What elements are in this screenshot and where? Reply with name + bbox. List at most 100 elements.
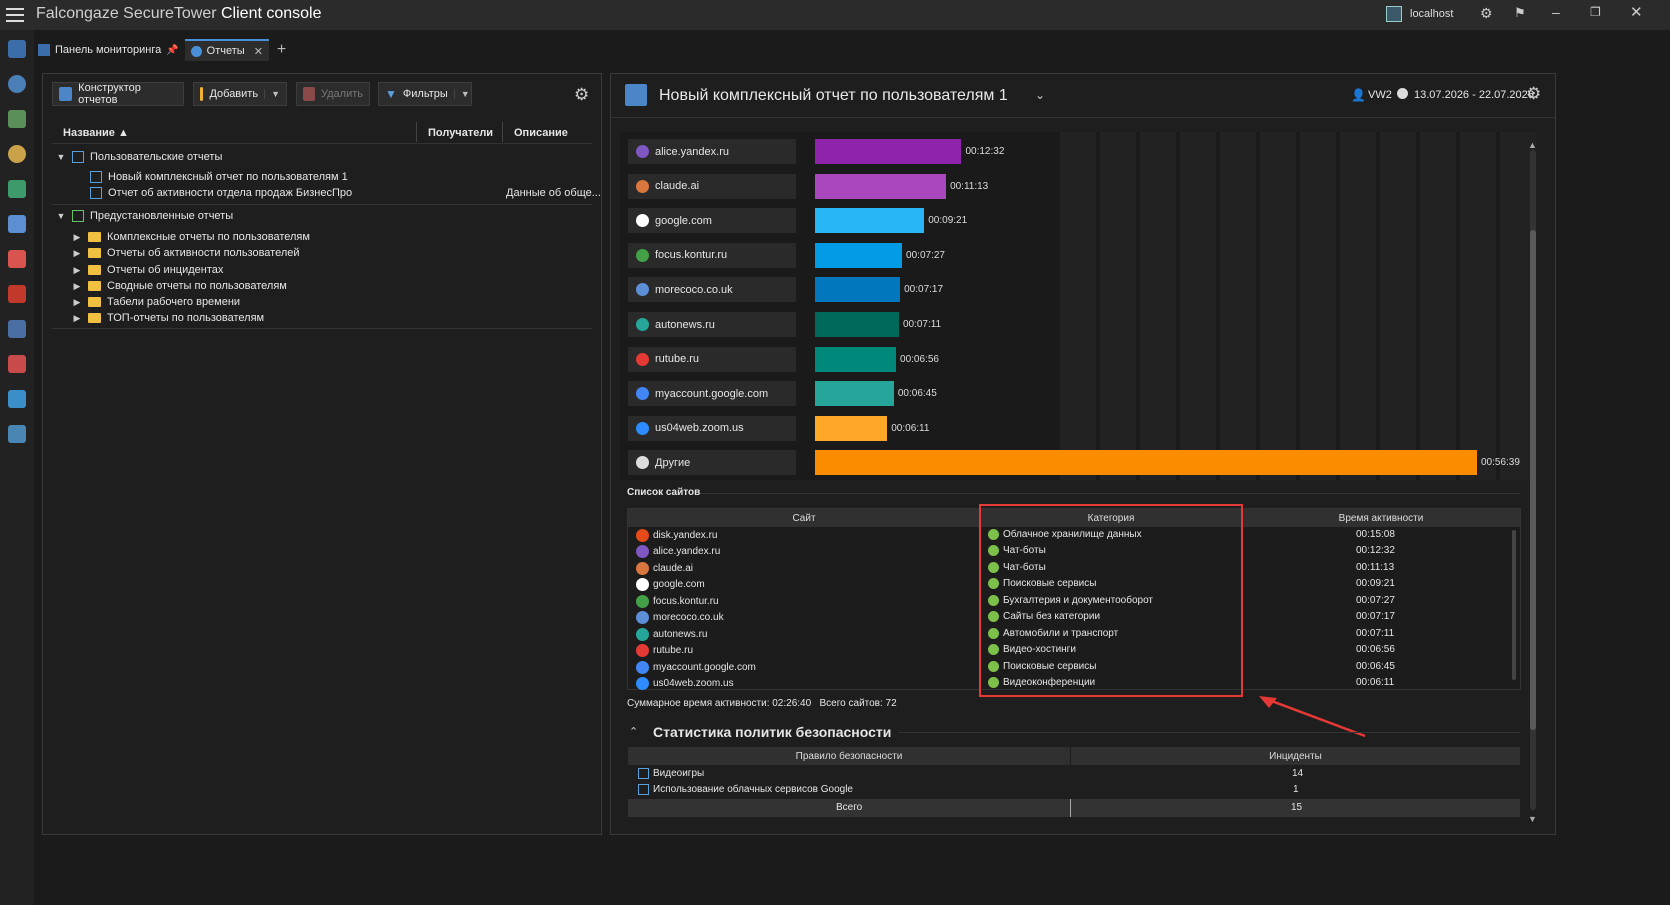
- section-divider: [898, 732, 1520, 733]
- table-row[interactable]: morecoco.co.uk Сайты без категории 00:07:1…: [628, 609, 1510, 625]
- tree-folder[interactable]: ▶ ТОП-отчеты по пользователям: [72, 310, 265, 326]
- table-row[interactable]: myaccount.google.com Поисковые сервисы 00:…: [628, 659, 1510, 675]
- monitor-icon[interactable]: [8, 355, 26, 373]
- column-description-header[interactable]: Описание: [514, 127, 568, 139]
- table-row[interactable]: disk.yandex.ru Облачное хранилище данных 0…: [628, 527, 1510, 543]
- table-row[interactable]: claude.ai Чат-боты 00:11:13: [628, 560, 1510, 576]
- chevron-right-icon[interactable]: ▶: [73, 231, 81, 242]
- analytics-icon[interactable]: [8, 110, 26, 128]
- tree-settings-icon[interactable]: ⚙: [574, 85, 590, 104]
- scrollbar-thumb[interactable]: [1530, 230, 1536, 730]
- tab-monitoring-panel[interactable]: Панель мониторинга 📌: [32, 39, 185, 61]
- chevron-down-icon[interactable]: ▼: [264, 89, 280, 99]
- report-constructor-button[interactable]: Конструктор отчетов: [52, 82, 184, 106]
- alert-icon[interactable]: [8, 250, 26, 268]
- table-row[interactable]: rutube.ru Видео-хостинги 00:06:56: [628, 642, 1510, 658]
- folder-icon: [88, 281, 101, 291]
- tree-folder[interactable]: ▶ Комплексные отчеты по пользователям: [72, 229, 310, 245]
- tab-reports[interactable]: Отчеты ✕: [184, 39, 269, 61]
- bar[interactable]: [815, 346, 897, 372]
- report-date-range[interactable]: 13.07.2026 - 22.07.2026: [1414, 89, 1534, 101]
- column-recipients-header[interactable]: Получатели: [428, 127, 494, 139]
- minimize-icon[interactable]: –: [1552, 4, 1560, 20]
- server-label[interactable]: localhost: [1410, 8, 1454, 20]
- storage-icon[interactable]: [8, 320, 26, 338]
- search-icon[interactable]: [8, 75, 26, 93]
- add-button[interactable]: Добавить ▼: [193, 82, 287, 106]
- reports-icon[interactable]: [8, 390, 26, 408]
- table-row[interactable]: autonews.ru Автомобили и транспорт 00:07:1…: [628, 626, 1510, 642]
- user-search-icon[interactable]: [8, 145, 26, 163]
- category-text: Другие: [655, 456, 691, 469]
- tree-folder[interactable]: ▶ Отчеты об активности пользователей: [72, 245, 300, 261]
- document-icon[interactable]: [8, 215, 26, 233]
- sites-table-scrollbar[interactable]: [1512, 530, 1516, 680]
- activity-time: 00:06:11: [1356, 677, 1395, 688]
- column-name-header[interactable]: Название ▲: [63, 127, 129, 139]
- filters-button[interactable]: ▼ Фильтры ▼: [378, 82, 472, 106]
- scroll-up-icon[interactable]: ▲: [1528, 140, 1537, 150]
- chevron-right-icon[interactable]: ▶: [73, 247, 81, 258]
- column-site-header[interactable]: Сайт: [628, 509, 980, 527]
- bar[interactable]: [815, 139, 962, 164]
- delete-button[interactable]: Удалить: [296, 82, 370, 106]
- bar[interactable]: [815, 312, 899, 337]
- dashboard-icon[interactable]: [8, 40, 26, 58]
- tree-folder[interactable]: ▶ Отчеты об инцидентах: [72, 262, 224, 278]
- chevron-right-icon[interactable]: ▶: [73, 264, 81, 275]
- category-name: Поисковые сервисы: [1003, 661, 1097, 672]
- chevron-down-icon[interactable]: ▼: [56, 152, 66, 162]
- console-icon[interactable]: [8, 425, 26, 443]
- tree-folder[interactable]: ▶ Сводные отчеты по пользователям: [72, 278, 287, 294]
- chevron-right-icon[interactable]: ▶: [73, 296, 81, 307]
- close-tab-icon[interactable]: ✕: [253, 45, 263, 58]
- chevron-down-icon[interactable]: ▼: [56, 211, 66, 221]
- report-settings-icon[interactable]: ⚙: [1526, 84, 1542, 103]
- table-row[interactable]: Использование облачных сервисов Google 1: [628, 782, 1520, 798]
- column-rule-header[interactable]: Правило безопасности: [628, 747, 1070, 765]
- maximize-icon[interactable]: ❐: [1590, 5, 1601, 19]
- notifications-icon[interactable]: ⚑: [1514, 5, 1526, 20]
- tree-group-user-reports[interactable]: ▼ Пользовательские отчеты: [56, 149, 222, 165]
- pin-icon[interactable]: 📌: [166, 44, 179, 56]
- table-row[interactable]: Видеоигры 14: [628, 766, 1520, 782]
- total-value: 15: [1291, 802, 1303, 813]
- tree-item-report[interactable]: Отчет об активности отдела продаж Бизнес…: [90, 185, 352, 201]
- bar[interactable]: [815, 242, 903, 268]
- table-row[interactable]: focus.kontur.ru Бухгалтерия и документооб…: [628, 593, 1510, 609]
- bar[interactable]: [815, 381, 894, 407]
- hamburger-menu-icon[interactable]: [6, 8, 24, 22]
- column-category-header[interactable]: Категория: [981, 509, 1241, 527]
- collapse-section-icon[interactable]: ⌃: [629, 726, 639, 738]
- graph-icon[interactable]: [8, 180, 26, 198]
- column-incidents-header[interactable]: Инциденты: [1071, 747, 1520, 765]
- app-title-prefix: Falcongaze SecureTower: [36, 5, 217, 22]
- bar-category-label: autonews.ru: [628, 312, 796, 337]
- report-dropdown-chevron-icon[interactable]: ⌄: [1035, 88, 1046, 102]
- column-time-header[interactable]: Время активности: [1242, 509, 1520, 527]
- scroll-down-icon[interactable]: ▼: [1528, 814, 1537, 824]
- new-tab-button[interactable]: +: [276, 41, 287, 58]
- table-row[interactable]: us04web.zoom.us Видеоконференции 00:06:11: [628, 675, 1510, 691]
- chevron-right-icon[interactable]: ▶: [73, 280, 81, 291]
- site-icon: [636, 283, 649, 297]
- bar[interactable]: [815, 277, 901, 303]
- settings-icon[interactable]: ⚙: [1480, 5, 1493, 21]
- bar[interactable]: [815, 415, 888, 441]
- server-icon[interactable]: [1386, 6, 1402, 22]
- shield-icon[interactable]: [8, 285, 26, 303]
- close-window-icon[interactable]: ✕: [1630, 4, 1643, 21]
- tree-item-report[interactable]: Новый комплексный отчет по пользователям…: [90, 169, 348, 185]
- tree-group-preset-reports[interactable]: ▼ Предустановленные отчеты: [56, 208, 233, 224]
- tree-folder[interactable]: ▶ Табели рабочего времени: [72, 294, 241, 310]
- chevron-right-icon[interactable]: ▶: [73, 312, 81, 323]
- table-row[interactable]: google.com Поисковые сервисы 00:09:21: [628, 576, 1510, 592]
- bar[interactable]: [815, 208, 925, 234]
- bar[interactable]: [815, 450, 1477, 476]
- chevron-down-icon[interactable]: ▼: [453, 89, 470, 99]
- report-user[interactable]: VW2: [1368, 89, 1392, 101]
- clock-icon: [1397, 88, 1408, 99]
- vertical-scrollbar[interactable]: [1530, 150, 1536, 810]
- table-row[interactable]: alice.yandex.ru Чат-боты 00:12:32: [628, 543, 1510, 559]
- bar[interactable]: [815, 173, 947, 199]
